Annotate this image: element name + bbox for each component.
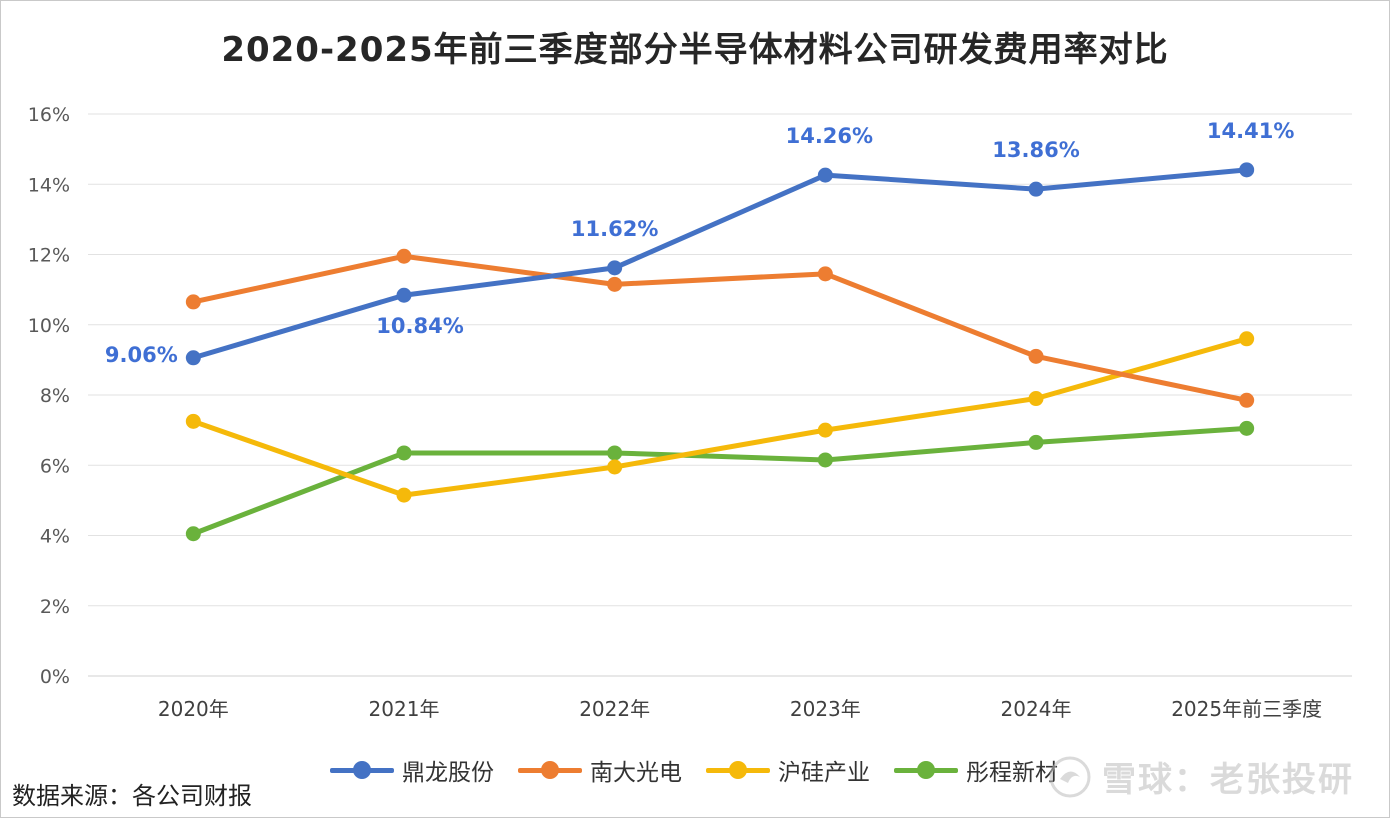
source-note: 数据来源：各公司财报 <box>12 782 252 810</box>
legend: 鼎龙股份 南大光电 沪硅产业 彤程新材 <box>330 752 1058 788</box>
data-point <box>1028 391 1044 407</box>
x-tick-label: 2025年前三季度 <box>1171 697 1322 721</box>
y-tick-label: 10% <box>28 315 70 337</box>
y-tick-label: 6% <box>40 455 70 477</box>
data-point <box>817 266 833 282</box>
data-point <box>396 248 412 264</box>
data-label: 9.06% <box>105 343 178 367</box>
legend-label: 彤程新材 <box>966 760 1058 786</box>
data-point <box>185 526 201 542</box>
data-point <box>607 459 623 475</box>
data-point <box>1028 348 1044 364</box>
x-tick-label: 2020年 <box>158 697 229 721</box>
data-point <box>607 445 623 461</box>
data-point <box>1239 331 1255 347</box>
data-label: 13.86% <box>992 138 1079 162</box>
series-1 <box>185 248 1255 408</box>
x-tick-label: 2021年 <box>369 697 440 721</box>
legend-swatch <box>706 760 770 780</box>
legend-item: 彤程新材 <box>894 753 1058 787</box>
x-tick-label: 2024年 <box>1001 697 1072 721</box>
series-lines <box>185 162 1255 542</box>
legend-item: 鼎龙股份 <box>330 753 494 787</box>
y-tick-label: 0% <box>40 666 70 688</box>
data-point <box>1239 392 1255 408</box>
series-3 <box>185 420 1255 542</box>
legend-swatch <box>330 760 394 780</box>
data-point <box>1239 420 1255 436</box>
data-point <box>607 276 623 292</box>
series-line <box>190 253 1250 403</box>
legend-swatch <box>894 760 958 780</box>
data-label: 11.62% <box>571 217 658 241</box>
data-point <box>1028 181 1044 197</box>
watermark: 雪球：老张投研 <box>1048 752 1354 801</box>
data-point <box>1028 434 1044 450</box>
chart-title: 2020-2025年前三季度部分半导体材料公司研发费用率对比 <box>221 30 1169 70</box>
data-point <box>396 287 412 303</box>
series-line <box>190 336 1250 498</box>
data-labels: 9.06% 10.84% 11.62% 14.26% 13.86% 14.41% <box>105 119 1294 367</box>
data-label: 14.26% <box>786 124 873 148</box>
y-tick-label: 16% <box>28 104 70 126</box>
y-tick-label: 14% <box>28 174 70 196</box>
snowball-logo-icon <box>1049 756 1091 797</box>
y-tick-label: 8% <box>40 385 70 407</box>
legend-item: 南大光电 <box>518 753 682 787</box>
x-tick-label: 2023年 <box>790 697 861 721</box>
y-axis-ticks: 0% 2% 4% 6% 8% 10% 12% 14% 16% <box>28 104 70 688</box>
y-tick-label: 4% <box>40 526 70 548</box>
data-point <box>185 350 201 366</box>
data-label: 14.41% <box>1207 119 1294 143</box>
gridlines <box>88 113 1352 677</box>
data-point <box>817 422 833 438</box>
data-point <box>185 413 201 429</box>
legend-label: 鼎龙股份 <box>402 760 494 786</box>
watermark-text: 雪球：老张投研 <box>1102 760 1354 800</box>
data-point <box>396 445 412 461</box>
legend-label: 南大光电 <box>590 760 682 786</box>
series-2 <box>185 331 1255 503</box>
data-point <box>607 260 623 276</box>
data-point <box>185 294 201 310</box>
x-tick-label: 2022年 <box>579 697 650 721</box>
legend-swatch <box>518 760 582 780</box>
data-label: 10.84% <box>376 314 463 338</box>
series-0 <box>185 162 1255 366</box>
data-point <box>1239 162 1255 178</box>
legend-item: 沪硅产业 <box>706 753 870 787</box>
series-line <box>190 425 1250 537</box>
series-line <box>190 167 1250 361</box>
y-tick-label: 12% <box>28 245 70 267</box>
y-tick-label: 2% <box>40 596 70 618</box>
data-point <box>396 487 412 503</box>
data-point <box>817 452 833 468</box>
data-point <box>817 167 833 183</box>
x-axis-ticks: 2020年 2021年 2022年 2023年 2024年 2025年前三季度 <box>158 697 1322 721</box>
legend-label: 沪硅产业 <box>778 760 870 786</box>
